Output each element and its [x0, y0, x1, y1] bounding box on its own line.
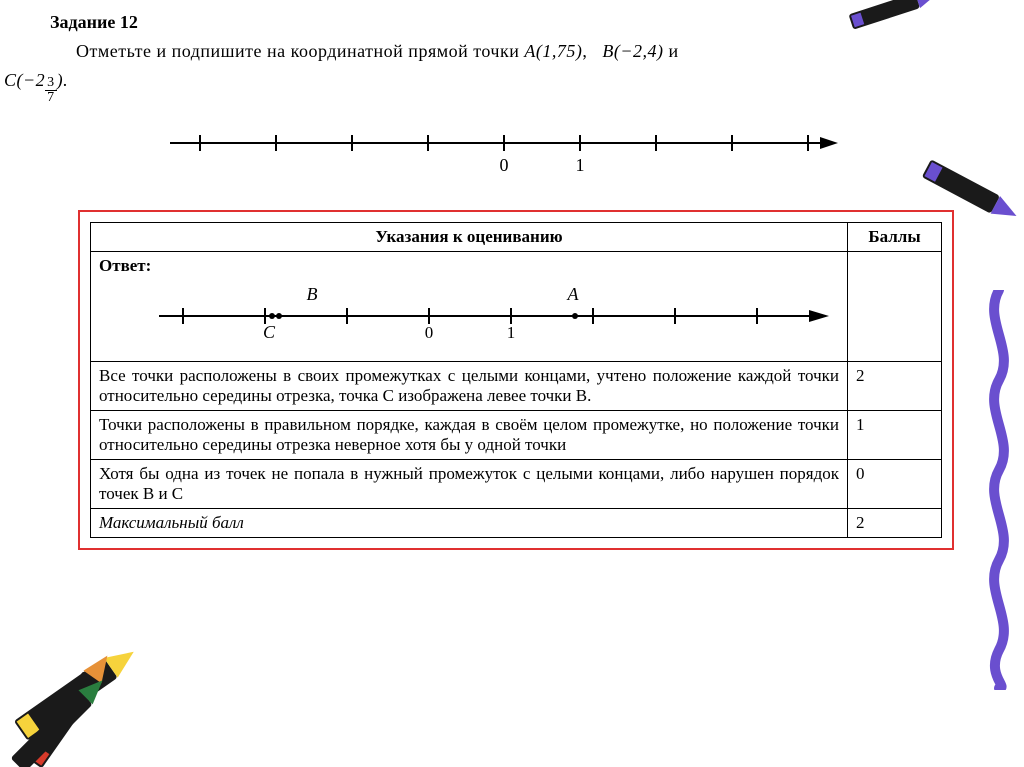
criterion-score: 0 [848, 459, 942, 508]
clipart-squiggle [974, 290, 1024, 690]
rubric-header-row: Указания к оцениванию Баллы [91, 222, 942, 251]
point-C-prefix: C(−2 [4, 70, 45, 90]
svg-text:1: 1 [507, 323, 516, 342]
number-line-prompt: 01 [150, 115, 984, 180]
clipart-crayon-top [840, 0, 950, 42]
rubric-header-1: Указания к оцениванию [91, 222, 848, 251]
max-label: Максимальный балл [91, 508, 848, 537]
number-line-1-svg: 01 [150, 115, 850, 175]
criterion-score: 1 [848, 410, 942, 459]
point-A: A(1,75) [524, 41, 582, 61]
rubric-answer-cell: Ответ: B C A 0 1 [91, 251, 848, 361]
table-row: Точки расположены в правильном порядке, … [91, 410, 942, 459]
frac-num: 3 [45, 76, 57, 91]
task-text: Отметьте и подпишите на координатной пря… [40, 37, 984, 105]
max-score: 2 [848, 508, 942, 537]
rubric-table: Указания к оцениванию Баллы Ответ: B C A 0… [90, 222, 942, 538]
rubric-answer-score [848, 251, 942, 361]
svg-text:C: C [263, 322, 276, 342]
criterion-text: Хотя бы одна из точек не попала в нужный… [91, 459, 848, 508]
answer-label: Ответ: [99, 256, 151, 275]
svg-text:A: A [567, 284, 580, 304]
svg-text:0: 0 [500, 155, 509, 175]
point-C: C(−237). [4, 70, 68, 90]
clipart-crayon-right [910, 140, 1020, 260]
svg-text:0: 0 [425, 323, 434, 342]
rubric-max-row: Максимальный балл 2 [91, 508, 942, 537]
and: и [668, 41, 678, 61]
number-line-answer-svg: B C A 0 1 [119, 278, 839, 352]
rubric-box: Указания к оцениванию Баллы Ответ: B C A 0… [78, 210, 954, 550]
svg-text:1: 1 [576, 155, 585, 175]
criterion-text: Все точки расположены в своих промежутка… [91, 361, 848, 410]
criterion-score: 2 [848, 361, 942, 410]
point-B: B(−2,4) [602, 41, 663, 61]
task-text-lead: Отметьте и подпишите на координатной пря… [76, 41, 524, 61]
svg-text:B: B [307, 284, 318, 304]
point-C-suffix: ). [57, 70, 69, 90]
table-row: Все точки расположены в своих промежутка… [91, 361, 942, 410]
table-row: Хотя бы одна из точек не попала в нужный… [91, 459, 942, 508]
clipart-crayons-bottom [0, 617, 170, 767]
rubric-answer-row: Ответ: B C A 0 1 [91, 251, 942, 361]
criterion-text: Точки расположены в правильном порядке, … [91, 410, 848, 459]
frac-den: 7 [45, 91, 57, 105]
